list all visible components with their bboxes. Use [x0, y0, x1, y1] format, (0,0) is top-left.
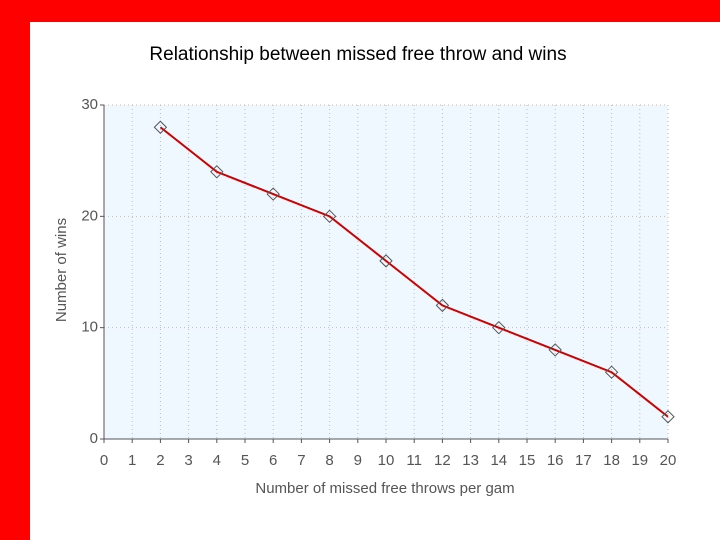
x-tick-label: 10	[378, 452, 395, 469]
plot-area	[104, 105, 668, 439]
x-tick-label: 5	[241, 452, 249, 469]
x-tick-label: 19	[631, 452, 648, 469]
data-point	[153, 120, 168, 134]
y-tick-label: 0	[90, 430, 98, 447]
x-tick-label: 8	[325, 452, 333, 469]
chart-title: Relationship between missed free throw a…	[149, 44, 566, 65]
x-tick-label: 1	[128, 452, 136, 469]
series-line	[159, 126, 669, 418]
data-point	[435, 298, 450, 313]
data-point	[210, 165, 224, 179]
left-border	[0, 0, 30, 540]
y-axis-label: Number of wins	[53, 218, 70, 322]
x-tick-label: 14	[490, 452, 507, 469]
x-tick-label: 9	[354, 452, 362, 469]
data-point	[266, 187, 280, 201]
x-tick-label: 3	[184, 452, 192, 469]
y-tick-label: 10	[81, 319, 98, 336]
data-point	[548, 343, 562, 357]
x-tick-label: 0	[100, 452, 108, 469]
x-tick-label: 17	[575, 452, 592, 469]
y-tick-label: 20	[81, 207, 98, 224]
y-tick-label: 30	[81, 96, 98, 113]
x-axis-label: Number of missed free throws per gam	[255, 480, 514, 497]
x-tick-label: 12	[434, 452, 451, 469]
data-point	[604, 365, 619, 379]
x-tick-label: 7	[297, 452, 305, 469]
x-tick-label: 6	[269, 452, 277, 469]
x-tick-label: 16	[547, 452, 564, 469]
data-point	[492, 320, 506, 335]
x-tick-label: 20	[660, 452, 677, 469]
x-tick-label: 2	[156, 452, 164, 469]
data-point	[322, 209, 337, 224]
x-tick-label: 4	[213, 452, 221, 469]
x-tick-label: 13	[462, 452, 479, 469]
top-border	[0, 0, 720, 22]
x-tick-label: 18	[603, 452, 620, 469]
x-tick-label: 15	[519, 452, 536, 469]
data-point	[661, 410, 675, 424]
data-point	[379, 254, 393, 268]
x-tick-label: 11	[406, 452, 422, 469]
